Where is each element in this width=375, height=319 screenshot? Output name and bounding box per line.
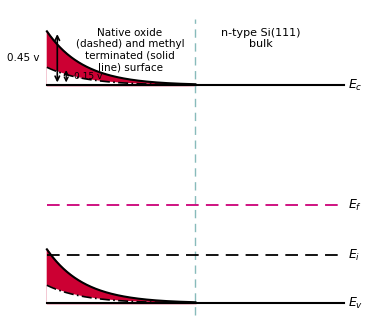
Text: n-type Si(111)
bulk: n-type Si(111) bulk (221, 28, 300, 49)
Text: $E_f$: $E_f$ (348, 197, 363, 212)
Text: 0.45 v: 0.45 v (7, 53, 39, 63)
Text: $E_i$: $E_i$ (348, 248, 361, 263)
Text: Native oxide
(dashed) and methyl
terminated (solid
line) surface: Native oxide (dashed) and methyl termina… (76, 28, 184, 72)
Text: $E_v$: $E_v$ (348, 296, 363, 311)
Text: 0.15 v: 0.15 v (74, 72, 102, 81)
Text: $E_c$: $E_c$ (348, 78, 363, 93)
